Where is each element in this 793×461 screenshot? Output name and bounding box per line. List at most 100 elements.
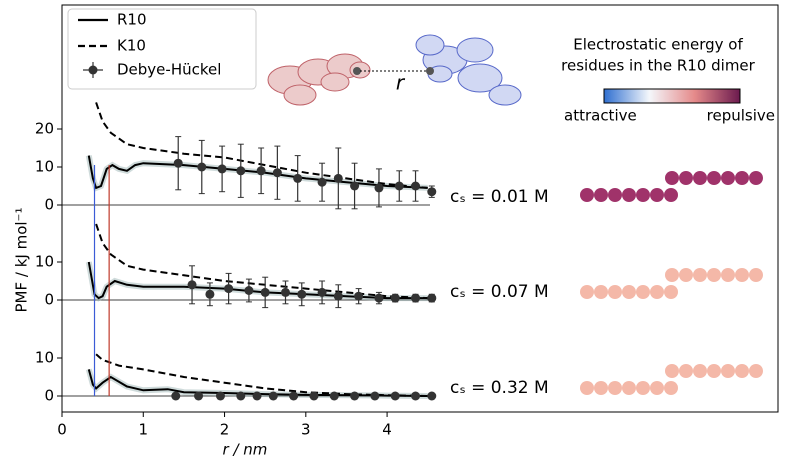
dh-point <box>205 289 215 299</box>
axes-frame <box>61 4 779 413</box>
dh-point <box>427 187 437 197</box>
bead <box>721 364 735 378</box>
bead <box>664 285 678 299</box>
dh-point <box>427 391 437 401</box>
bead <box>693 171 707 185</box>
bead <box>707 268 721 282</box>
dh-point <box>411 181 421 191</box>
k10-line <box>95 102 428 189</box>
bead <box>679 364 693 378</box>
bead <box>580 381 594 395</box>
y-tick-label: 10 <box>35 158 54 176</box>
dh-point <box>289 391 299 401</box>
legend-box <box>67 8 257 90</box>
bead <box>749 171 763 185</box>
dh-point <box>194 391 204 401</box>
legend-label: R10 <box>117 11 147 29</box>
dh-point <box>411 293 421 303</box>
bead <box>721 171 735 185</box>
dh-point <box>370 391 380 401</box>
bead <box>735 268 749 282</box>
bead <box>594 381 608 395</box>
dh-point <box>317 287 327 297</box>
bead <box>650 381 664 395</box>
distance-label: r <box>396 71 406 95</box>
dh-point <box>187 280 197 290</box>
y-tick-label: 10 <box>35 349 54 367</box>
bead <box>664 381 678 395</box>
y-tick-label: 0 <box>44 196 54 214</box>
dh-point <box>268 391 278 401</box>
bead <box>749 364 763 378</box>
panel-label: cₛ = 0.01 M <box>450 187 549 207</box>
dh-point <box>354 291 364 301</box>
bead <box>580 285 594 299</box>
dh-point <box>309 391 319 401</box>
bead <box>679 268 693 282</box>
dh-point <box>224 284 234 294</box>
legend-label: Debye-Hückel <box>117 61 221 79</box>
bead <box>636 285 650 299</box>
dh-point <box>236 391 246 401</box>
dh-point <box>272 168 282 178</box>
bead <box>622 285 636 299</box>
dh-point <box>374 183 384 193</box>
colorbar <box>603 88 741 104</box>
bead <box>721 268 735 282</box>
dh-point <box>215 391 225 401</box>
bead <box>735 171 749 185</box>
bead <box>608 381 622 395</box>
dh-point <box>394 181 404 191</box>
dh-point <box>317 177 327 187</box>
dh-point <box>350 391 360 401</box>
bead <box>650 285 664 299</box>
dh-point <box>256 166 266 176</box>
legend-label: K10 <box>117 37 146 55</box>
dh-point <box>260 287 270 297</box>
dh-point <box>333 291 343 301</box>
y-tick-label: 10 <box>35 253 54 271</box>
x-axis-label: r / nm <box>223 441 268 459</box>
bead <box>749 268 763 282</box>
bead <box>608 285 622 299</box>
dh-point <box>390 391 400 401</box>
bead <box>665 364 679 378</box>
dh-point <box>390 293 400 303</box>
bead <box>665 268 679 282</box>
dh-point <box>171 391 181 401</box>
dh-point <box>329 391 339 401</box>
dh-point <box>374 293 384 303</box>
dh-point <box>197 162 207 172</box>
dh-point <box>280 287 290 297</box>
bead <box>594 188 608 202</box>
x-tick-label: 2 <box>220 421 230 439</box>
dh-point <box>411 391 421 401</box>
colorbar-title: residues in the R10 dimer <box>561 57 756 75</box>
bead <box>664 188 678 202</box>
dh-point <box>293 173 303 183</box>
dh-point <box>173 158 183 168</box>
dh-point <box>236 166 246 176</box>
dh-point <box>252 391 262 401</box>
bead <box>693 364 707 378</box>
x-tick-label: 1 <box>138 421 148 439</box>
bead <box>707 171 721 185</box>
bead <box>636 188 650 202</box>
dh-point <box>350 181 360 191</box>
colorbar-high-label: repulsive <box>707 107 775 125</box>
bead <box>622 188 636 202</box>
bead <box>735 364 749 378</box>
bead <box>594 285 608 299</box>
y-tick-label: 0 <box>44 387 54 405</box>
k10-line <box>95 223 428 300</box>
bead <box>693 268 707 282</box>
dh-point <box>333 173 343 183</box>
y-tick-label: 20 <box>35 120 54 138</box>
x-tick-label: 4 <box>382 421 392 439</box>
r10-line <box>87 261 428 300</box>
panel-label: cₛ = 0.07 M <box>450 282 549 302</box>
y-tick-label: 0 <box>44 291 54 309</box>
r10-line <box>87 369 428 397</box>
molecules <box>267 34 522 106</box>
